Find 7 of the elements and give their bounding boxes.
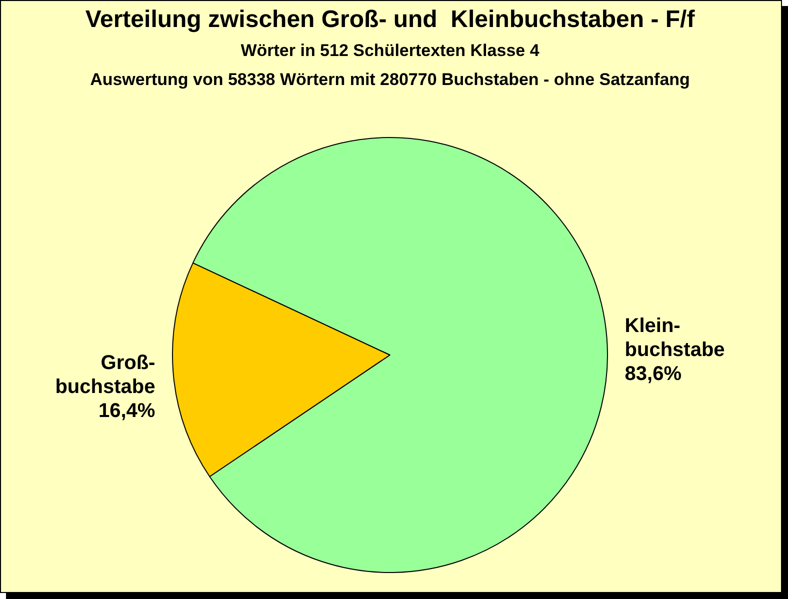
slice-label: Klein- buchstabe [624, 315, 725, 362]
data-label: 83,6% [624, 363, 682, 386]
data-label: 16,4% [98, 400, 156, 422]
chart-subtitle: Wörter in 512 Schülertexten Klasse 4 [240, 41, 540, 61]
slice-label: Groß- buchstabe [55, 352, 156, 398]
chart-title: Verteilung zwischen Groß- und Kleinbuchstaben - F/f [84, 6, 696, 34]
text: Auswertung von 58338 Wörtern mit 280770 Buchstaben - ohne Satzanfang [89, 70, 691, 90]
